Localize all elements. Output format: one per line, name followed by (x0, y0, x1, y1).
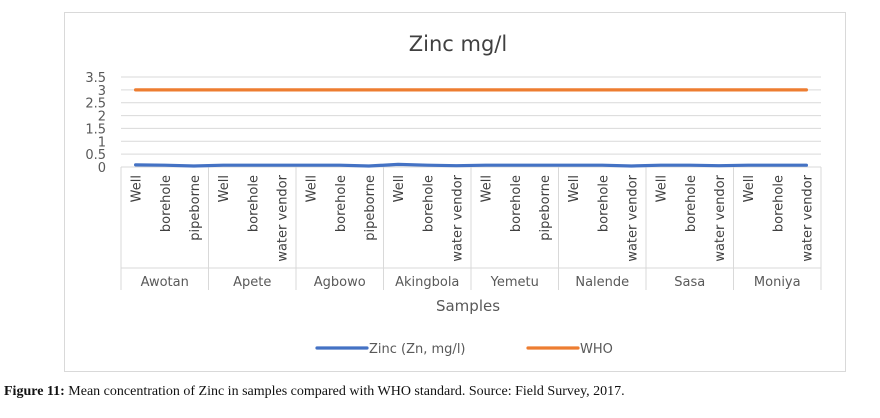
sample-label: borehole (334, 175, 349, 232)
chart-title: Zinc mg/l (409, 32, 507, 56)
sample-label: pipeborne (188, 175, 203, 241)
sample-label: borehole (771, 175, 786, 232)
caption-label: Figure 11: (4, 384, 65, 399)
sample-label: borehole (421, 175, 436, 232)
chart-svg: Zinc mg/l 00.511.522.533.5 Well borehole pip… (85, 32, 822, 357)
sample-label: Well (392, 175, 407, 202)
sample-label: borehole (159, 175, 174, 232)
sample-label: Well (655, 175, 670, 202)
sample-label: borehole (684, 175, 699, 232)
y-tick-label: 0 (98, 161, 106, 176)
x-axis-title: Samples (436, 297, 500, 315)
group-label: Akingbola (395, 275, 459, 290)
sample-label: Well (480, 175, 495, 202)
sample-label: borehole (509, 175, 524, 232)
legend-label: WHO (580, 342, 613, 357)
group-label: Sasa (674, 275, 705, 290)
y-tick-label: 1.5 (85, 122, 106, 137)
sample-label: Well (130, 175, 145, 202)
y-tick-label: 2 (98, 110, 106, 125)
y-tick-label: 1 (98, 135, 106, 150)
group-label: Apete (233, 275, 271, 290)
group-label: Awotan (141, 275, 189, 290)
sample-label: borehole (246, 175, 261, 232)
figure-caption: Figure 11: Mean concentration of Zinc in… (4, 384, 874, 400)
sample-label: water vendor (450, 174, 465, 261)
sample-label: Well (305, 175, 320, 202)
sample-label: Well (742, 175, 757, 202)
sample-label: water vendor (275, 174, 290, 261)
group-label: Moniya (754, 275, 801, 290)
sample-label: Well (217, 175, 232, 202)
sample-label: Well (567, 175, 582, 202)
group-label: Agbowo (314, 275, 366, 290)
group-label: Yemetu (490, 275, 539, 290)
sample-label: water vendor (713, 174, 728, 261)
group-label: Nalende (575, 275, 629, 290)
legend-label: Zinc (Zn, mg/l) (369, 342, 466, 357)
chart-frame: Zinc mg/l 0 0.5 1 1.5 2 2.5 3 3.5 Well borehole pip… (64, 12, 846, 372)
sample-label: water vendor (800, 174, 815, 261)
y-tick-label: 3.5 (85, 71, 106, 86)
sample-label: water vendor (625, 174, 640, 261)
sample-label: pipeborne (538, 175, 553, 241)
y-tick-label: 2.5 (85, 97, 106, 112)
sample-label: borehole (596, 175, 611, 232)
y-tick-label: 3 (98, 84, 106, 99)
sample-label: pipeborne (363, 175, 378, 241)
caption-text: Mean concentration of Zinc in samples co… (64, 384, 625, 399)
y-tick-label: 0.5 (85, 148, 106, 163)
series-line-zinc (133, 162, 809, 168)
